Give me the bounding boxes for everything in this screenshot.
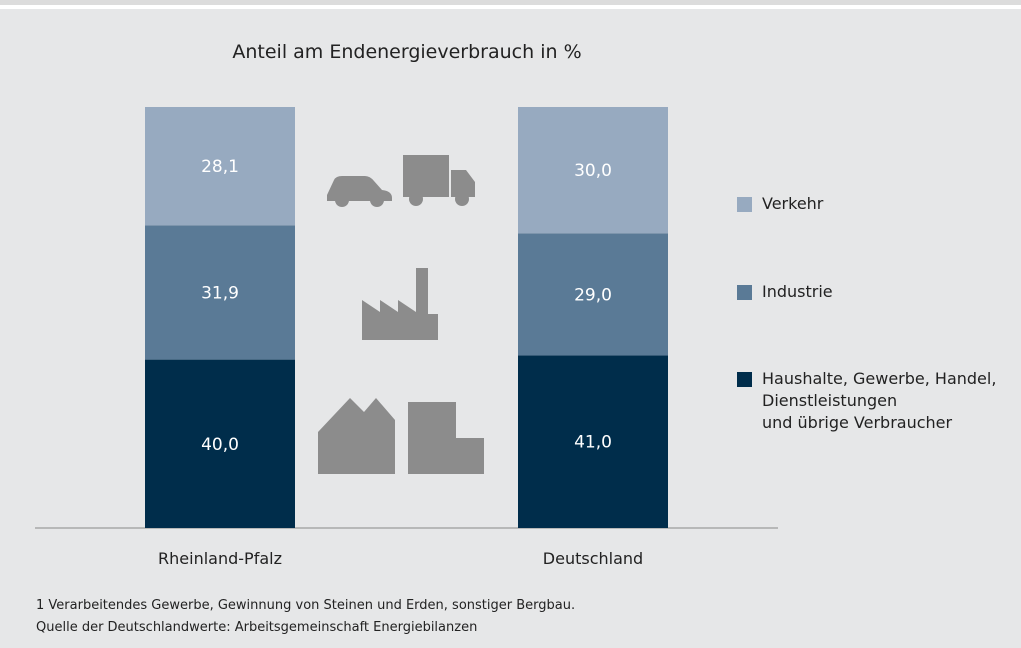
- houses-icon: [318, 398, 395, 474]
- value-label: 40,0: [201, 435, 239, 455]
- icons: [318, 155, 484, 474]
- car-wheel: [335, 193, 349, 207]
- value-label: 29,0: [574, 285, 612, 305]
- x-tick-label: Deutschland: [543, 549, 643, 568]
- value-label: 31,9: [201, 283, 239, 303]
- bar-segment: [518, 107, 668, 234]
- top-strip: [0, 0, 1021, 5]
- building-icon: [438, 438, 484, 474]
- legend-swatch: [737, 285, 752, 300]
- factory-icon: [362, 268, 438, 340]
- footnote: 1 Verarbeitendes Gewerbe, Gewinnung von …: [36, 598, 576, 613]
- chart-title: Anteil am Endenergieverbrauch in %: [232, 41, 581, 63]
- legend-swatch: [737, 197, 752, 212]
- car-wheel: [370, 193, 384, 207]
- legend-label: Verkehr: [762, 194, 824, 213]
- bar-segment: [518, 355, 668, 528]
- legend-label: Haushalte, Gewerbe, Handel, Dienstleistu…: [762, 369, 997, 432]
- truck-wheel: [409, 192, 423, 206]
- value-label: 30,0: [574, 161, 612, 181]
- value-label: 41,0: [574, 433, 612, 453]
- bar-segment: [145, 225, 295, 360]
- bar-segment: [145, 359, 295, 528]
- legend-swatch: [737, 372, 752, 387]
- footnote: Quelle der Deutschlandwerte: Arbeitsgeme…: [36, 620, 478, 635]
- bar-segment: [518, 233, 668, 356]
- truck-icon: [403, 155, 449, 197]
- truck-wheel: [455, 192, 469, 206]
- value-label: 28,1: [201, 157, 239, 177]
- truck-cab: [451, 170, 475, 197]
- bar-segment: [145, 107, 295, 226]
- x-tick-label: Rheinland-Pfalz: [158, 549, 282, 568]
- legend-label: Industrie: [762, 282, 833, 301]
